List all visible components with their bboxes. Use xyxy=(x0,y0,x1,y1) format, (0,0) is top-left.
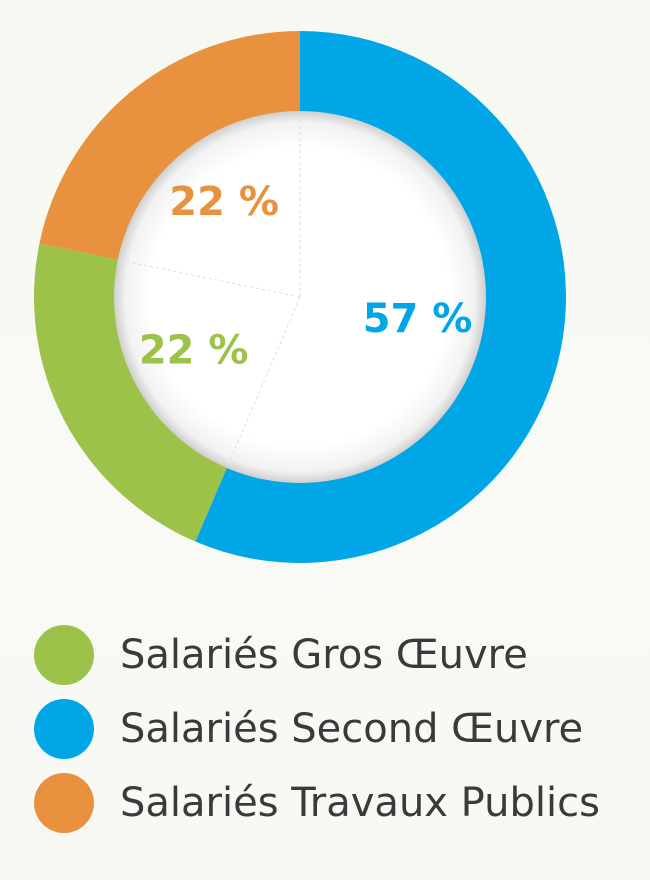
legend-label: Salariés Gros Œuvre xyxy=(120,632,528,678)
legend: Salariés Gros Œuvre Salariés Second Œuvr… xyxy=(34,622,634,844)
legend-item-second-oeuvre: Salariés Second Œuvre xyxy=(34,696,634,762)
pct-label-gros-oeuvre: 22 % xyxy=(139,328,249,374)
legend-swatch-travaux-publics xyxy=(34,773,94,833)
legend-item-travaux-publics: Salariés Travaux Publics xyxy=(34,770,634,836)
legend-swatch-gros-oeuvre xyxy=(34,625,94,685)
legend-label: Salariés Second Œuvre xyxy=(120,706,584,752)
legend-item-gros-oeuvre: Salariés Gros Œuvre xyxy=(34,622,634,688)
legend-label: Salariés Travaux Publics xyxy=(120,780,600,826)
legend-swatch-second-oeuvre xyxy=(34,699,94,759)
donut-chart: 57 % 22 % 22 % xyxy=(33,31,566,564)
slice-divider xyxy=(117,259,301,298)
slice-divider xyxy=(226,296,301,469)
pct-label-travaux-publics: 22 % xyxy=(169,179,279,225)
pct-label-second-oeuvre: 57 % xyxy=(363,296,473,342)
